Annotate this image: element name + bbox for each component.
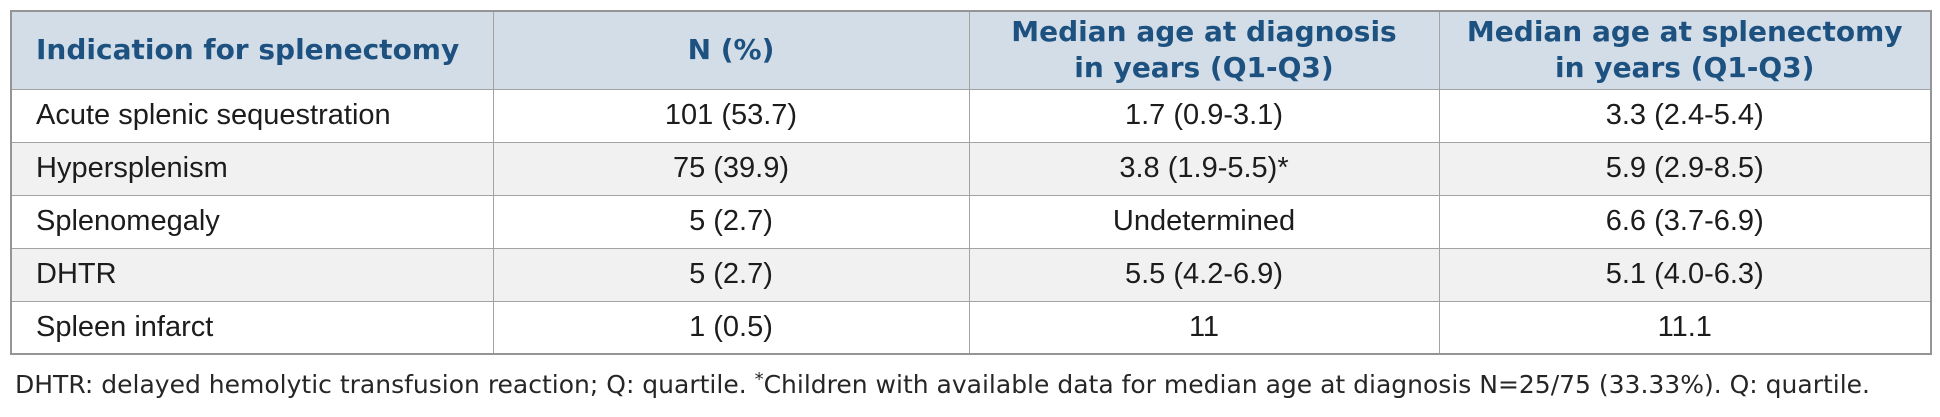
splenectomy-indications-table: Indication for splenectomy N (%) Median … [10,10,1932,355]
table-row: Acute splenic sequestration 101 (53.7) 1… [10,88,1932,143]
cell-indication: Acute splenic sequestration [10,88,494,143]
cell-age-diagnosis: 1.7 (0.9-3.1) [968,88,1440,143]
cell-n-percent: 1 (0.5) [492,300,970,355]
cell-age-diagnosis: 11 [968,300,1440,355]
header-line: in years (Q1-Q3) [1074,51,1334,85]
footnote-abbreviations: DHTR: delayed hemolytic transfusion reac… [15,370,755,399]
cell-n-percent: 101 (53.7) [492,88,970,143]
cell-indication: Spleen infarct [10,300,494,355]
header-row: Indication for splenectomy N (%) Median … [10,10,1932,90]
footnote-asterisk: * [754,369,764,390]
cell-indication: Hypersplenism [10,141,494,196]
column-header-median-age-diagnosis: Median age at diagnosis in years (Q1-Q3) [968,10,1440,90]
cell-age-splenectomy: 6.6 (3.7-6.9) [1438,194,1932,249]
cell-indication: Splenomegaly [10,194,494,249]
cell-n-percent: 75 (39.9) [492,141,970,196]
column-header-median-age-splenectomy: Median age at splenectomy in years (Q1-Q… [1438,10,1932,90]
table-row: Splenomegaly 5 (2.7) Undetermined 6.6 (3… [10,194,1932,249]
cell-n-percent: 5 (2.7) [492,247,970,302]
cell-age-diagnosis: 3.8 (1.9-5.5)* [968,141,1440,196]
table-row: Hypersplenism 75 (39.9) 3.8 (1.9-5.5)* 5… [10,141,1932,196]
header-line: Median age at diagnosis [1011,15,1397,49]
cell-indication: DHTR [10,247,494,302]
column-header-n-percent: N (%) [492,10,970,90]
cell-age-splenectomy: 3.3 (2.4-5.4) [1438,88,1932,143]
column-header-indication: Indication for splenectomy [10,10,494,90]
cell-age-diagnosis: Undetermined [968,194,1440,249]
cell-age-splenectomy: 5.1 (4.0-6.3) [1438,247,1932,302]
cell-age-diagnosis: 5.5 (4.2-6.9) [968,247,1440,302]
footnote-note: Children with available data for median … [763,370,1870,399]
header-line: Median age at splenectomy [1466,15,1903,49]
header-line: in years (Q1-Q3) [1555,51,1815,85]
table-row: DHTR 5 (2.7) 5.5 (4.2-6.9) 5.1 (4.0-6.3) [10,247,1932,302]
cell-n-percent: 5 (2.7) [492,194,970,249]
cell-age-splenectomy: 11.1 [1438,300,1932,355]
table-row: Spleen infarct 1 (0.5) 11 11.1 [10,300,1932,355]
table-footnote: DHTR: delayed hemolytic transfusion reac… [10,369,1930,399]
cell-age-splenectomy: 5.9 (2.9-8.5) [1438,141,1932,196]
